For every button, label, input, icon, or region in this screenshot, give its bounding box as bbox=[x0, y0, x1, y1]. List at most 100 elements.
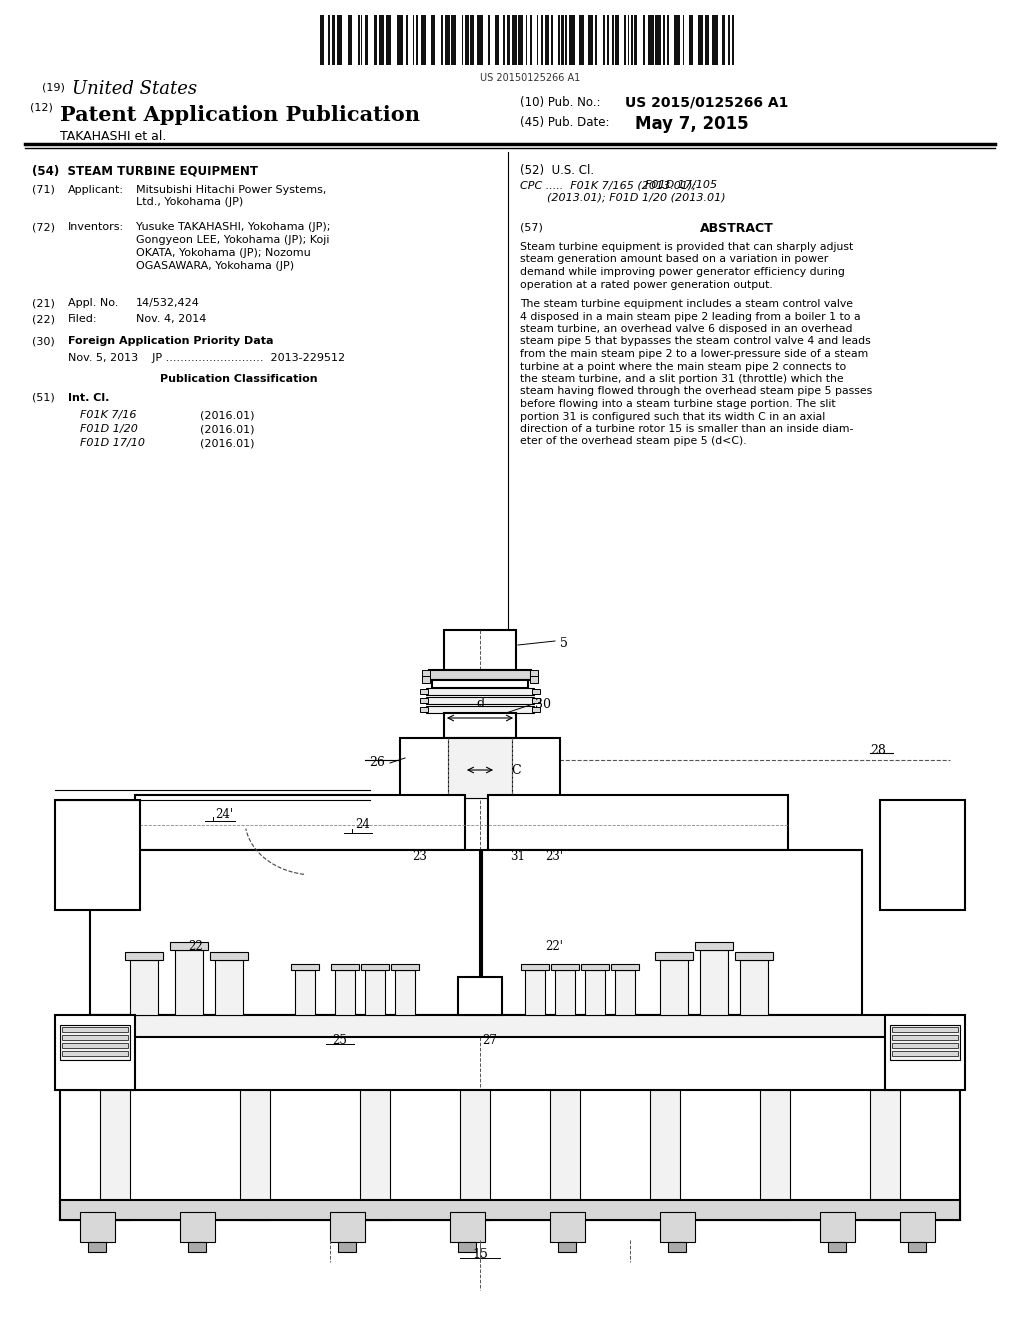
Text: Nov. 5, 2013    JP ...........................  2013-229512: Nov. 5, 2013 JP ........................… bbox=[68, 352, 344, 363]
Bar bbox=[879, 800, 964, 909]
Bar bbox=[429, 671, 531, 680]
Text: (10) Pub. No.:: (10) Pub. No.: bbox=[520, 96, 600, 110]
Bar bbox=[430, 15, 435, 65]
Bar bbox=[819, 1212, 854, 1242]
Text: Patent Application Publication: Patent Application Publication bbox=[60, 106, 420, 125]
Bar bbox=[666, 15, 667, 65]
Bar bbox=[60, 1090, 959, 1220]
Text: 15: 15 bbox=[472, 1249, 487, 1262]
Bar bbox=[125, 952, 163, 960]
Bar bbox=[532, 698, 539, 704]
Bar bbox=[610, 964, 638, 970]
Bar bbox=[426, 706, 534, 713]
Bar bbox=[60, 1026, 129, 1060]
Bar bbox=[432, 680, 528, 688]
Text: (71): (71) bbox=[32, 185, 55, 195]
Bar bbox=[60, 1200, 959, 1220]
Bar bbox=[90, 1015, 929, 1038]
Bar bbox=[739, 960, 767, 1015]
Bar bbox=[422, 676, 430, 682]
Text: operation at a rated power generation output.: operation at a rated power generation ou… bbox=[520, 280, 772, 289]
Bar bbox=[536, 15, 537, 65]
Text: Int. Cl.: Int. Cl. bbox=[68, 393, 109, 403]
Text: US 2015/0125266 A1: US 2015/0125266 A1 bbox=[625, 96, 788, 110]
Text: 24': 24' bbox=[215, 808, 232, 821]
Bar bbox=[892, 1043, 957, 1048]
Text: (57): (57) bbox=[520, 222, 542, 232]
Bar bbox=[62, 1051, 127, 1056]
Bar bbox=[90, 850, 480, 1015]
Bar bbox=[365, 970, 384, 1015]
Bar bbox=[332, 15, 334, 65]
Text: F01K 7/16: F01K 7/16 bbox=[79, 411, 137, 420]
Text: Gongyeon LEE, Yokohama (JP); Koji: Gongyeon LEE, Yokohama (JP); Koji bbox=[136, 235, 329, 246]
Bar bbox=[588, 15, 592, 65]
Bar bbox=[549, 1212, 585, 1242]
Text: portion 31 is configured such that its width C in an axial: portion 31 is configured such that its w… bbox=[520, 412, 824, 421]
Bar bbox=[892, 1035, 957, 1040]
Bar bbox=[334, 970, 355, 1015]
Bar bbox=[532, 689, 539, 694]
Bar bbox=[654, 952, 692, 960]
Bar bbox=[100, 1090, 129, 1220]
Bar bbox=[694, 942, 733, 950]
Bar bbox=[628, 15, 629, 65]
Bar bbox=[210, 952, 248, 960]
Bar bbox=[62, 1043, 127, 1048]
Text: (12): (12) bbox=[30, 103, 53, 114]
Text: Mitsubishi Hitachi Power Systems,: Mitsubishi Hitachi Power Systems, bbox=[136, 185, 326, 195]
Text: before flowing into a steam turbine stage portion. The slit: before flowing into a steam turbine stag… bbox=[520, 399, 835, 409]
Bar bbox=[420, 689, 428, 694]
Bar bbox=[557, 15, 559, 65]
Text: OKATA, Yokohama (JP); Nozomu: OKATA, Yokohama (JP); Nozomu bbox=[136, 248, 311, 257]
Text: 24: 24 bbox=[355, 818, 370, 832]
Bar bbox=[697, 15, 702, 65]
Bar bbox=[624, 15, 626, 65]
Text: Nov. 4, 2014: Nov. 4, 2014 bbox=[136, 314, 206, 323]
Bar bbox=[579, 15, 583, 65]
Bar bbox=[331, 964, 359, 970]
Bar bbox=[477, 15, 483, 65]
Bar bbox=[667, 1242, 686, 1251]
Text: 23: 23 bbox=[412, 850, 427, 862]
Text: Ltd., Yokohama (JP): Ltd., Yokohama (JP) bbox=[136, 197, 243, 207]
Text: Filed:: Filed: bbox=[68, 314, 98, 323]
Bar bbox=[506, 15, 510, 65]
Bar bbox=[135, 795, 465, 850]
Bar bbox=[827, 1242, 845, 1251]
Bar bbox=[360, 1090, 389, 1220]
Bar bbox=[532, 708, 539, 711]
Text: 4 disposed in a main steam pipe 2 leading from a boiler 1 to a: 4 disposed in a main steam pipe 2 leadin… bbox=[520, 312, 860, 322]
Bar bbox=[79, 1212, 115, 1242]
Text: (2016.01): (2016.01) bbox=[200, 438, 255, 447]
Bar bbox=[175, 950, 203, 1015]
Bar bbox=[290, 964, 319, 970]
Bar bbox=[642, 15, 644, 65]
Bar bbox=[732, 15, 734, 65]
Bar bbox=[373, 15, 377, 65]
Bar bbox=[614, 15, 619, 65]
Bar bbox=[569, 15, 574, 65]
Text: F01D 1/20: F01D 1/20 bbox=[79, 424, 138, 434]
Bar bbox=[688, 15, 692, 65]
Text: 27: 27 bbox=[482, 1034, 497, 1047]
Bar bbox=[890, 1026, 959, 1060]
Bar bbox=[557, 1242, 576, 1251]
Text: turbine at a point where the main steam pipe 2 connects to: turbine at a point where the main steam … bbox=[520, 362, 846, 371]
Text: (45) Pub. Date:: (45) Pub. Date: bbox=[520, 116, 609, 129]
Text: 22': 22' bbox=[544, 940, 562, 953]
Bar bbox=[460, 850, 499, 862]
Bar bbox=[759, 1090, 790, 1220]
Text: F01D 17/10: F01D 17/10 bbox=[79, 438, 145, 447]
Bar bbox=[727, 15, 730, 65]
Bar bbox=[662, 15, 664, 65]
Text: steam turbine, an overhead valve 6 disposed in an overhead: steam turbine, an overhead valve 6 dispo… bbox=[520, 323, 852, 334]
Bar bbox=[62, 1035, 127, 1040]
Bar bbox=[674, 15, 679, 65]
Text: Steam turbine equipment is provided that can sharply adjust: Steam turbine equipment is provided that… bbox=[520, 242, 853, 252]
Bar bbox=[683, 15, 684, 65]
Text: direction of a turbine rotor 15 is smaller than an inside diam-: direction of a turbine rotor 15 is small… bbox=[520, 424, 853, 434]
Bar bbox=[530, 676, 537, 682]
Text: Foreign Application Priority Data: Foreign Application Priority Data bbox=[68, 337, 273, 346]
Bar bbox=[462, 15, 463, 65]
